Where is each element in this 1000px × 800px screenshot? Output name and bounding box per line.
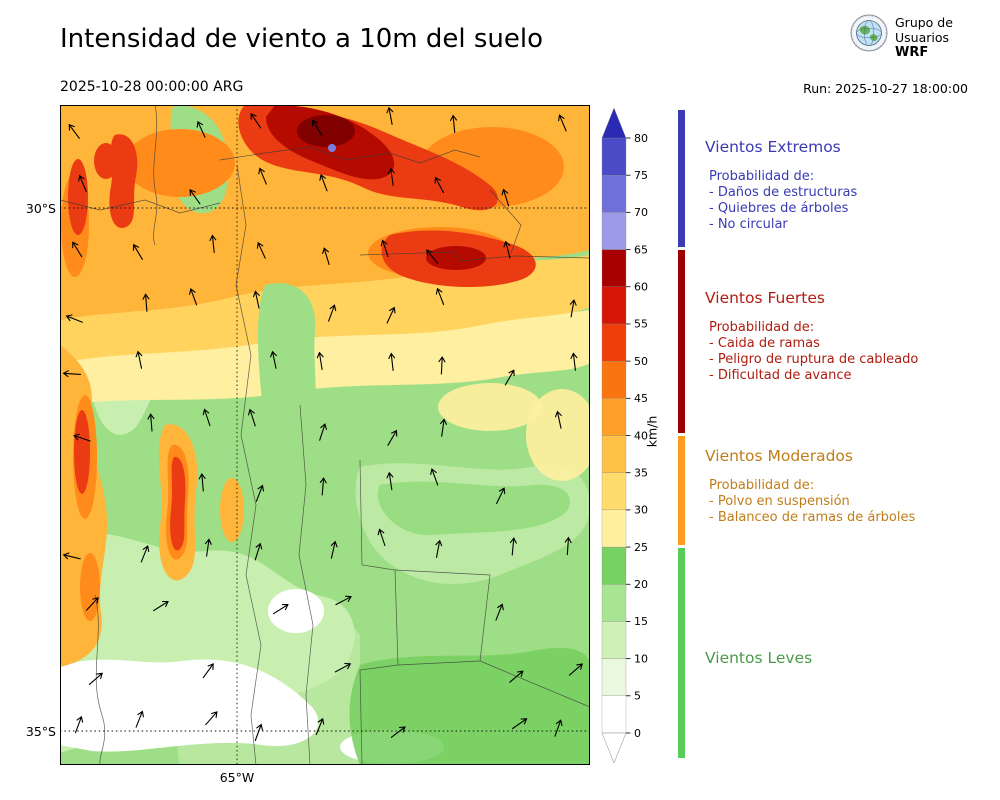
legend-title-leves: Vientos Leves xyxy=(705,649,813,667)
legend-title-extremos: Vientos Extremos xyxy=(705,138,841,156)
colorbar-tick-label: 15 xyxy=(634,615,648,628)
colorbar-tick-label: 50 xyxy=(634,355,648,368)
colorbar-tick-label: 40 xyxy=(634,429,648,442)
legend-section-extremos: Vientos Extremos Probabilidad de: - Daño… xyxy=(705,138,990,233)
colorbar-tick-label: 5 xyxy=(634,690,641,703)
legend-section-fuertes: Vientos Fuertes Probabilidad de: - Caida… xyxy=(705,289,990,384)
legend-item: - Peligro de ruptura de cableado xyxy=(709,352,919,367)
colorbar-tick-label: 35 xyxy=(634,466,648,479)
colorbar-tick-label: 75 xyxy=(634,169,648,182)
colorbar-tick-label: 80 xyxy=(634,132,648,145)
legend-prob-header: Probabilidad de: xyxy=(709,320,815,335)
legend-item: - Dificultad de avance xyxy=(709,368,852,383)
y-axis-label-35s: 35°S xyxy=(25,724,56,739)
legend-item: - Daños de estructuras xyxy=(709,185,858,200)
legend-prob-header: Probabilidad de: xyxy=(709,169,815,184)
colorbar-tick-label: 0 xyxy=(634,727,641,740)
logo-line-3: WRF xyxy=(895,45,929,60)
valid-time-label: 2025-10-28 00:00:00 ARG xyxy=(60,79,244,95)
x-axis-label-65w: 65°W xyxy=(219,770,255,785)
wind-direction-arrows xyxy=(62,106,583,742)
colorbar-tick-label: 30 xyxy=(634,504,648,517)
legend-item: - Caida de ramas xyxy=(709,336,820,351)
colorbar-tick-label: 60 xyxy=(634,281,648,294)
legend-category-bar xyxy=(678,110,685,760)
legend-title-moderados: Vientos Moderados xyxy=(705,447,853,465)
colorbar-tick-label: 10 xyxy=(634,652,648,665)
legend-bar-segment xyxy=(678,250,685,433)
colorbar: 0 5 10 15 20 25 30 35 40 45 50 55 60 65 70 75 80 xyxy=(596,100,660,776)
colorbar-tick-label: 55 xyxy=(634,318,648,331)
colorbar-tick-label: 70 xyxy=(634,206,648,219)
colorbar-tick-label: 20 xyxy=(634,578,648,591)
wrf-logo: Grupo de Usuarios WRF xyxy=(850,13,953,60)
y-axis-label-30s: 30°S xyxy=(25,201,56,216)
logo-line-2: Usuarios xyxy=(895,30,950,45)
legend-item: - Polvo en suspensión xyxy=(709,494,850,509)
logo-line-1: Grupo de xyxy=(895,15,953,30)
wind-map-plot xyxy=(59,104,598,766)
legend-bar-segment xyxy=(678,548,685,758)
legend-bar-segment xyxy=(678,110,685,247)
run-label: Run: 2025-10-27 18:00:00 xyxy=(803,81,968,96)
page-title: Intensidad de viento a 10m del suelo xyxy=(60,24,544,54)
province-borders xyxy=(59,104,591,766)
wrf-logo-text: Grupo de Usuarios WRF xyxy=(895,13,953,60)
colorbar-tick-label: 25 xyxy=(634,541,648,554)
colorbar-tick-label: 45 xyxy=(634,392,648,405)
colorbar-unit-label: km/h xyxy=(644,415,660,448)
legend-bar-segment xyxy=(678,436,685,545)
wind-intensity-map xyxy=(59,104,598,766)
legend-title-fuertes: Vientos Fuertes xyxy=(705,289,825,307)
legend-item: - No circular xyxy=(709,217,788,232)
wrf-logo-globe-icon xyxy=(850,14,888,52)
legend-section-leves: Vientos Leves xyxy=(705,649,990,680)
legend-item: - Balanceo de ramas de árboles xyxy=(709,510,916,525)
legend-section-moderados: Vientos Moderados Probabilidad de: - Pol… xyxy=(705,447,990,526)
legend-prob-header: Probabilidad de: xyxy=(709,478,815,493)
colorbar-scale: 0 5 10 15 20 25 30 35 40 45 50 55 60 65 70 75 80 xyxy=(601,107,648,764)
legend-item: - Quiebres de árboles xyxy=(709,201,849,216)
colorbar-tick-label: 65 xyxy=(634,243,648,256)
